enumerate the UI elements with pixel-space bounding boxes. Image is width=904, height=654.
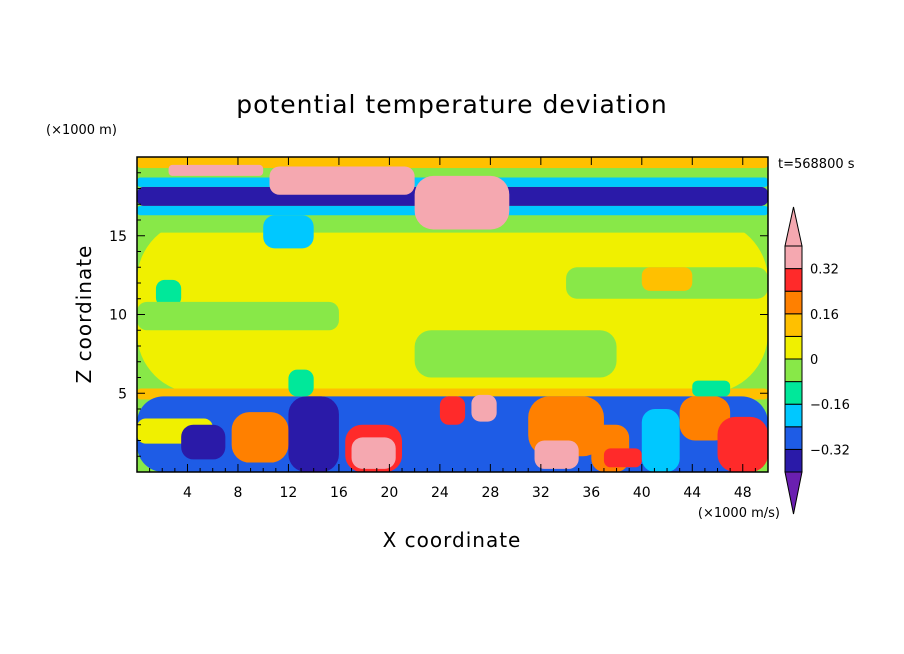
x-tick-label-40: 40 [633,485,651,501]
y-tick-label-5: 5 [118,386,127,402]
x-tick-label-16: 16 [330,485,348,501]
contour-region-33 [717,416,768,472]
contour-region-14 [269,166,415,195]
colorbar-segment-9 [784,245,803,270]
contour-region-30 [603,448,642,468]
x-tick-label-20: 20 [380,485,398,501]
colorbar: 0.32 0.16 0 −0.16 −0.32 [784,206,850,515]
contour-fill-group [137,157,768,472]
contour-region-26 [471,394,497,422]
contour-region-25 [439,396,466,425]
contour-region-21 [288,396,339,472]
colorbar-label-2: 0 [810,353,818,368]
contour-region-3 [137,301,339,331]
x-axis: 4 8 12 16 20 24 28 32 36 40 44 48 [149,157,756,501]
contour-region-13 [168,164,264,176]
colorbar-segment-8 [784,268,803,292]
colorbar-segment-6 [784,313,803,337]
x-tick-label-4: 4 [183,485,192,501]
contour-region-4 [414,330,617,378]
contour-region-15 [414,175,510,230]
x-tick-label-36: 36 [582,485,600,501]
contour-region-32 [679,396,731,441]
colorbar-segment-5 [784,335,803,360]
y-axis: 5 10 15 [109,172,768,457]
chart-title: potential temperature deviation [236,90,667,119]
contour-region-19 [181,424,226,460]
x-tick-label-24: 24 [431,485,449,501]
y-tick-label-10: 10 [109,308,127,324]
colorbar-bottom-extension [784,471,803,515]
x-tick-label-32: 32 [532,485,550,501]
colorbar-label-1: 0.16 [810,308,839,323]
x-axis-label: X coordinate [383,528,522,552]
x-tick-label-28: 28 [481,485,499,501]
contour-region-24 [402,440,440,472]
x-tick-label-44: 44 [683,485,701,501]
y-axis-label: Z coordinate [72,245,96,384]
contour-region-31 [641,409,680,472]
colorbar-segment-4 [784,358,803,383]
y-unit-label: (×1000 m) [46,123,117,138]
x-unit-label: (×1000 m/s) [698,506,780,521]
contour-region-12 [263,215,314,249]
x-tick-label-8: 8 [233,485,242,501]
colorbar-segment-2 [784,403,803,428]
colorbar-label-3: −0.16 [810,398,850,413]
colorbar-label-0: 0.32 [810,263,839,278]
contour-region-35 [692,380,731,397]
contour-region-34 [288,369,314,397]
colorbar-top-extension [784,206,803,247]
contour-region-11 [137,157,768,169]
x-tick-label-48: 48 [734,485,752,501]
colorbar-segment-3 [784,381,803,405]
contour-region-23 [351,437,396,469]
contour-region-28 [534,440,579,469]
x-tick-label-12: 12 [280,485,298,501]
time-label: t=568800 s [778,157,855,172]
colorbar-label-4: −0.32 [810,443,850,458]
y-tick-label-15: 15 [109,229,127,245]
contour-region-20 [231,412,289,463]
contour-region-5 [641,267,693,291]
colorbar-segment-0 [784,448,803,473]
colorbar-segment-7 [784,290,803,315]
contour-region-1 [155,279,182,307]
colorbar-segment-1 [784,426,803,450]
